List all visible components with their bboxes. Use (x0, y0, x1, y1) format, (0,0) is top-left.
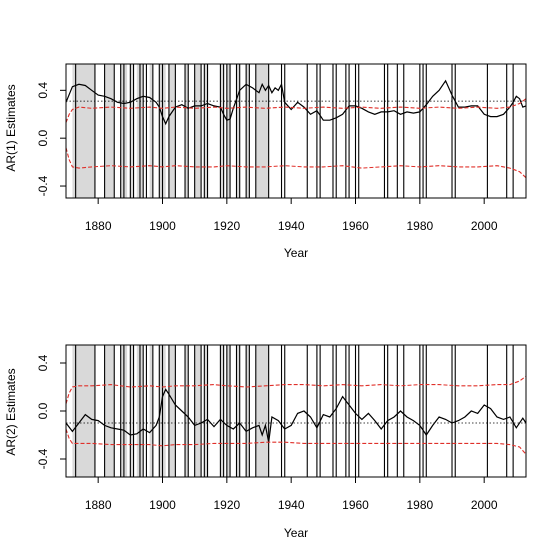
y-axis-label: AR(1) Estimates (4, 84, 18, 171)
recession-band (149, 64, 153, 198)
recession-band (194, 345, 202, 477)
plot-frame (65, 63, 527, 199)
y-tick-label: 0.4 (36, 354, 50, 371)
recession-band (220, 345, 224, 477)
series-lower-band (65, 147, 527, 179)
recession-band (130, 345, 134, 477)
y-tick-label: 0.0 (36, 130, 50, 147)
y-tick-label: -0.4 (36, 175, 50, 196)
recession-band (255, 345, 269, 477)
recession-band (185, 345, 189, 477)
y-axis-label: AR(2) Estimates (4, 368, 18, 455)
series-estimate (65, 79, 527, 126)
recession-band (104, 64, 115, 198)
series-upper-band (65, 375, 527, 404)
x-tick-label: 1960 (342, 219, 369, 233)
recession-band (220, 64, 224, 198)
recession-band (226, 64, 231, 198)
x-tick-label: 1900 (149, 219, 176, 233)
recession-band (255, 64, 269, 198)
recession-band (204, 64, 208, 198)
recession-band (246, 345, 250, 477)
x-tick-label: 1880 (85, 498, 112, 512)
recession-band (236, 345, 240, 477)
x-axis-label: Year (284, 246, 308, 260)
recession-band (168, 345, 176, 477)
series-lower-band (65, 428, 527, 455)
x-tick-label: 1940 (278, 498, 305, 512)
recession-band (130, 64, 134, 198)
y-tick-label: 0.0 (36, 402, 50, 419)
recession-band (185, 64, 189, 198)
recession-band (168, 64, 176, 198)
recession-band (246, 64, 250, 198)
x-tick-label: 1920 (213, 219, 240, 233)
ar1-panel: AR(1) Estimates Year 1880 1900 1920 1940 196… (4, 63, 527, 260)
x-tick-label: 1980 (406, 498, 433, 512)
plot-frame (65, 344, 527, 478)
recession-band (72, 64, 95, 198)
recession-band (204, 345, 208, 477)
x-tick-label: 1880 (85, 219, 112, 233)
recession-band (194, 64, 202, 198)
series-upper-band (65, 98, 527, 123)
recession-band (226, 345, 231, 477)
y-tick-label: -0.4 (36, 448, 50, 469)
recession-band (72, 345, 95, 477)
ar2-panel: AR(2) Estimates Year 1880 1900 1920 1940 196… (4, 344, 527, 540)
x-tick-label: 1920 (213, 498, 240, 512)
x-tick-label: 2000 (471, 219, 498, 233)
recession-band (149, 345, 153, 477)
recession-band (236, 64, 240, 198)
x-axis-label: Year (284, 526, 308, 540)
x-tick-label: 1960 (342, 498, 369, 512)
y-tick-label: 0.4 (36, 82, 50, 99)
x-tick-label: 2000 (471, 498, 498, 512)
x-tick-label: 1980 (406, 219, 433, 233)
x-tick-label: 1940 (278, 219, 305, 233)
x-tick-label: 1900 (149, 498, 176, 512)
series-estimate (65, 388, 527, 443)
recession-band (104, 345, 115, 477)
